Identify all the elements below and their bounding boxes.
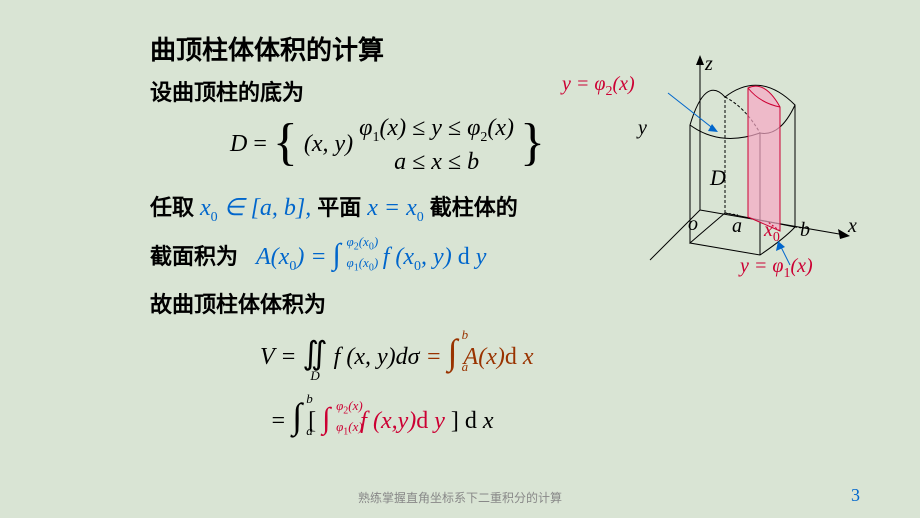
cylinder-figure: z y x o a b x0 D y = φ2(x) y = φ1(x) [630,55,870,295]
var-D: D [230,131,247,157]
axis-y-label: y [638,117,647,140]
axis-z-label: z [705,53,713,76]
label-x0: x0 [764,219,780,246]
xy-pair: (x, y) [304,131,353,157]
label-phi1: y = φ1(x) [740,255,813,282]
brace-left: { [273,120,298,167]
label-b: b [800,219,810,242]
label-phi2: y = φ2(x) [562,73,635,100]
line-final-eq: = ∫ b a [ ∫ φ2(x) φ1(x) f (x,y)d y ] d x [150,395,890,437]
label-D: D [710,165,726,191]
axis-x-label: x [848,215,857,238]
eq: = [253,131,267,157]
page-number: 3 [851,485,860,506]
brace-right: } [520,120,545,167]
footer: 熟练掌握直角坐标系下二重积分的计算 [358,489,562,506]
line-volume-eq: V = ∬D f (x, y)dσ = ∫ b a A(x)d x [150,331,890,373]
origin-label: o [688,213,698,236]
label-a: a [732,215,742,238]
